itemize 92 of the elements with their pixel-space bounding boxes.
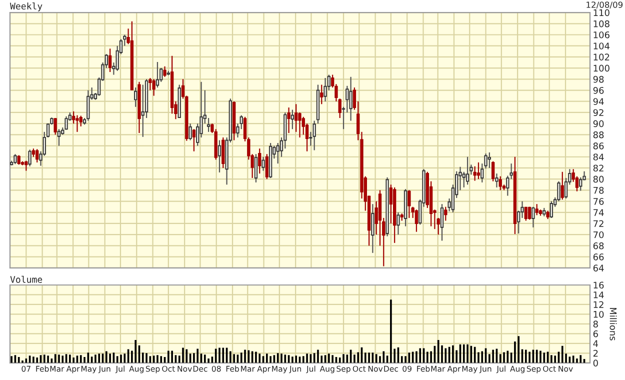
- candlestick: [163, 66, 166, 78]
- candlestick: [134, 86, 138, 108]
- candlestick: [498, 176, 502, 191]
- y-tick-label: 110: [594, 9, 610, 16]
- candlestick: [290, 109, 294, 130]
- candlestick: [349, 76, 352, 122]
- text: 12/08/09: [586, 2, 623, 9]
- candlestick: [488, 152, 492, 169]
- candlestick: [156, 61, 160, 88]
- candlestick: [76, 114, 79, 132]
- candlestick: [532, 206, 535, 228]
- candlestick: [506, 175, 510, 196]
- y-tick-label: 76: [594, 198, 604, 205]
- y-tick-label: 98: [593, 76, 604, 83]
- candlestick: [491, 160, 495, 182]
- candlestick: [192, 128, 196, 152]
- y-tick-label: 86: [593, 142, 604, 150]
- y-tick-label: 64: [593, 264, 604, 272]
- candlestick: [262, 156, 265, 172]
- candlestick: [495, 172, 498, 188]
- y-axis-title: Millions: [610, 308, 617, 340]
- candlestick: [28, 149, 32, 167]
- y-tick-label: 104: [594, 42, 610, 50]
- y-tick-label: 2: [593, 350, 598, 357]
- candlestick: [440, 204, 444, 242]
- y-tick-label: 100: [594, 64, 610, 72]
- y-tick-label: 84: [593, 154, 604, 160]
- y-tick-label: 16: [594, 282, 604, 289]
- y-tick-label: 14: [594, 292, 604, 298]
- candlestick: [414, 209, 418, 232]
- y-tick-label: 74: [594, 209, 604, 216]
- candlestick: [550, 200, 554, 218]
- candlestick: [24, 160, 28, 172]
- candlestick: [222, 136, 225, 169]
- candlestick: [466, 156, 470, 186]
- y-tick-label: 108: [594, 20, 610, 28]
- candlestick: [476, 162, 480, 180]
- candlestick: [258, 148, 262, 174]
- y-tick-label: 66: [593, 254, 604, 260]
- candlestick: [371, 204, 374, 254]
- candlestick: [324, 77, 327, 102]
- y-tick-label: 10: [594, 310, 604, 318]
- candlestick: [17, 154, 20, 166]
- candlestick: [254, 154, 258, 183]
- candlestick: [510, 162, 513, 180]
- candlestick: [188, 123, 192, 141]
- candlestick: [218, 140, 222, 173]
- candlestick: [462, 171, 466, 188]
- y-tick-label: 80: [593, 176, 604, 183]
- y-tick-label: 94: [593, 98, 604, 105]
- y-tick-label: 96: [593, 86, 604, 94]
- y-tick-label: 68: [593, 242, 604, 250]
- candlestick: [473, 166, 476, 182]
- candlestick: [408, 190, 411, 218]
- candlestick: [320, 84, 324, 105]
- y-tick-label: 78: [594, 186, 604, 194]
- y-tick-label: 6: [593, 330, 598, 338]
- candlestick: [528, 206, 532, 220]
- candlestick: [346, 85, 349, 114]
- candlestick: [86, 90, 90, 122]
- candlestick: [57, 128, 61, 146]
- y-tick-label: 72: [594, 220, 604, 227]
- candlestick: [560, 171, 564, 200]
- y-tick-label: 4: [593, 340, 598, 347]
- candlestick: [396, 212, 400, 236]
- candlestick: [36, 148, 39, 163]
- candlestick: [152, 78, 156, 96]
- y-tick-label: 92: [593, 109, 604, 116]
- y-tick-label: 88: [593, 131, 604, 138]
- y-tick-label: 8: [593, 320, 598, 328]
- y-tick-label: 102: [594, 54, 610, 61]
- chart-title: Volume: [10, 276, 42, 283]
- candlestick: [265, 154, 268, 180]
- candlestick: [287, 106, 290, 134]
- candlestick: [206, 117, 210, 132]
- chart-title: Weekly: [10, 2, 42, 12]
- y-tick-label: 82: [593, 164, 604, 172]
- candlestick: [524, 206, 528, 222]
- candlestick: [312, 120, 316, 151]
- candlestick: [444, 206, 448, 222]
- y-tick-label: 0: [593, 360, 598, 366]
- candlestick: [64, 116, 68, 130]
- candlestick: [54, 117, 57, 136]
- y-tick-label: 70: [594, 231, 604, 238]
- candlestick: [579, 176, 582, 192]
- candlestick: [14, 154, 17, 165]
- candlestick: [108, 48, 112, 72]
- y-tick-label: 90: [593, 120, 604, 128]
- y-tick-label: 106: [594, 31, 610, 38]
- y-tick-label: 12: [594, 301, 604, 308]
- candlestick: [535, 204, 538, 216]
- candlestick: [298, 112, 302, 138]
